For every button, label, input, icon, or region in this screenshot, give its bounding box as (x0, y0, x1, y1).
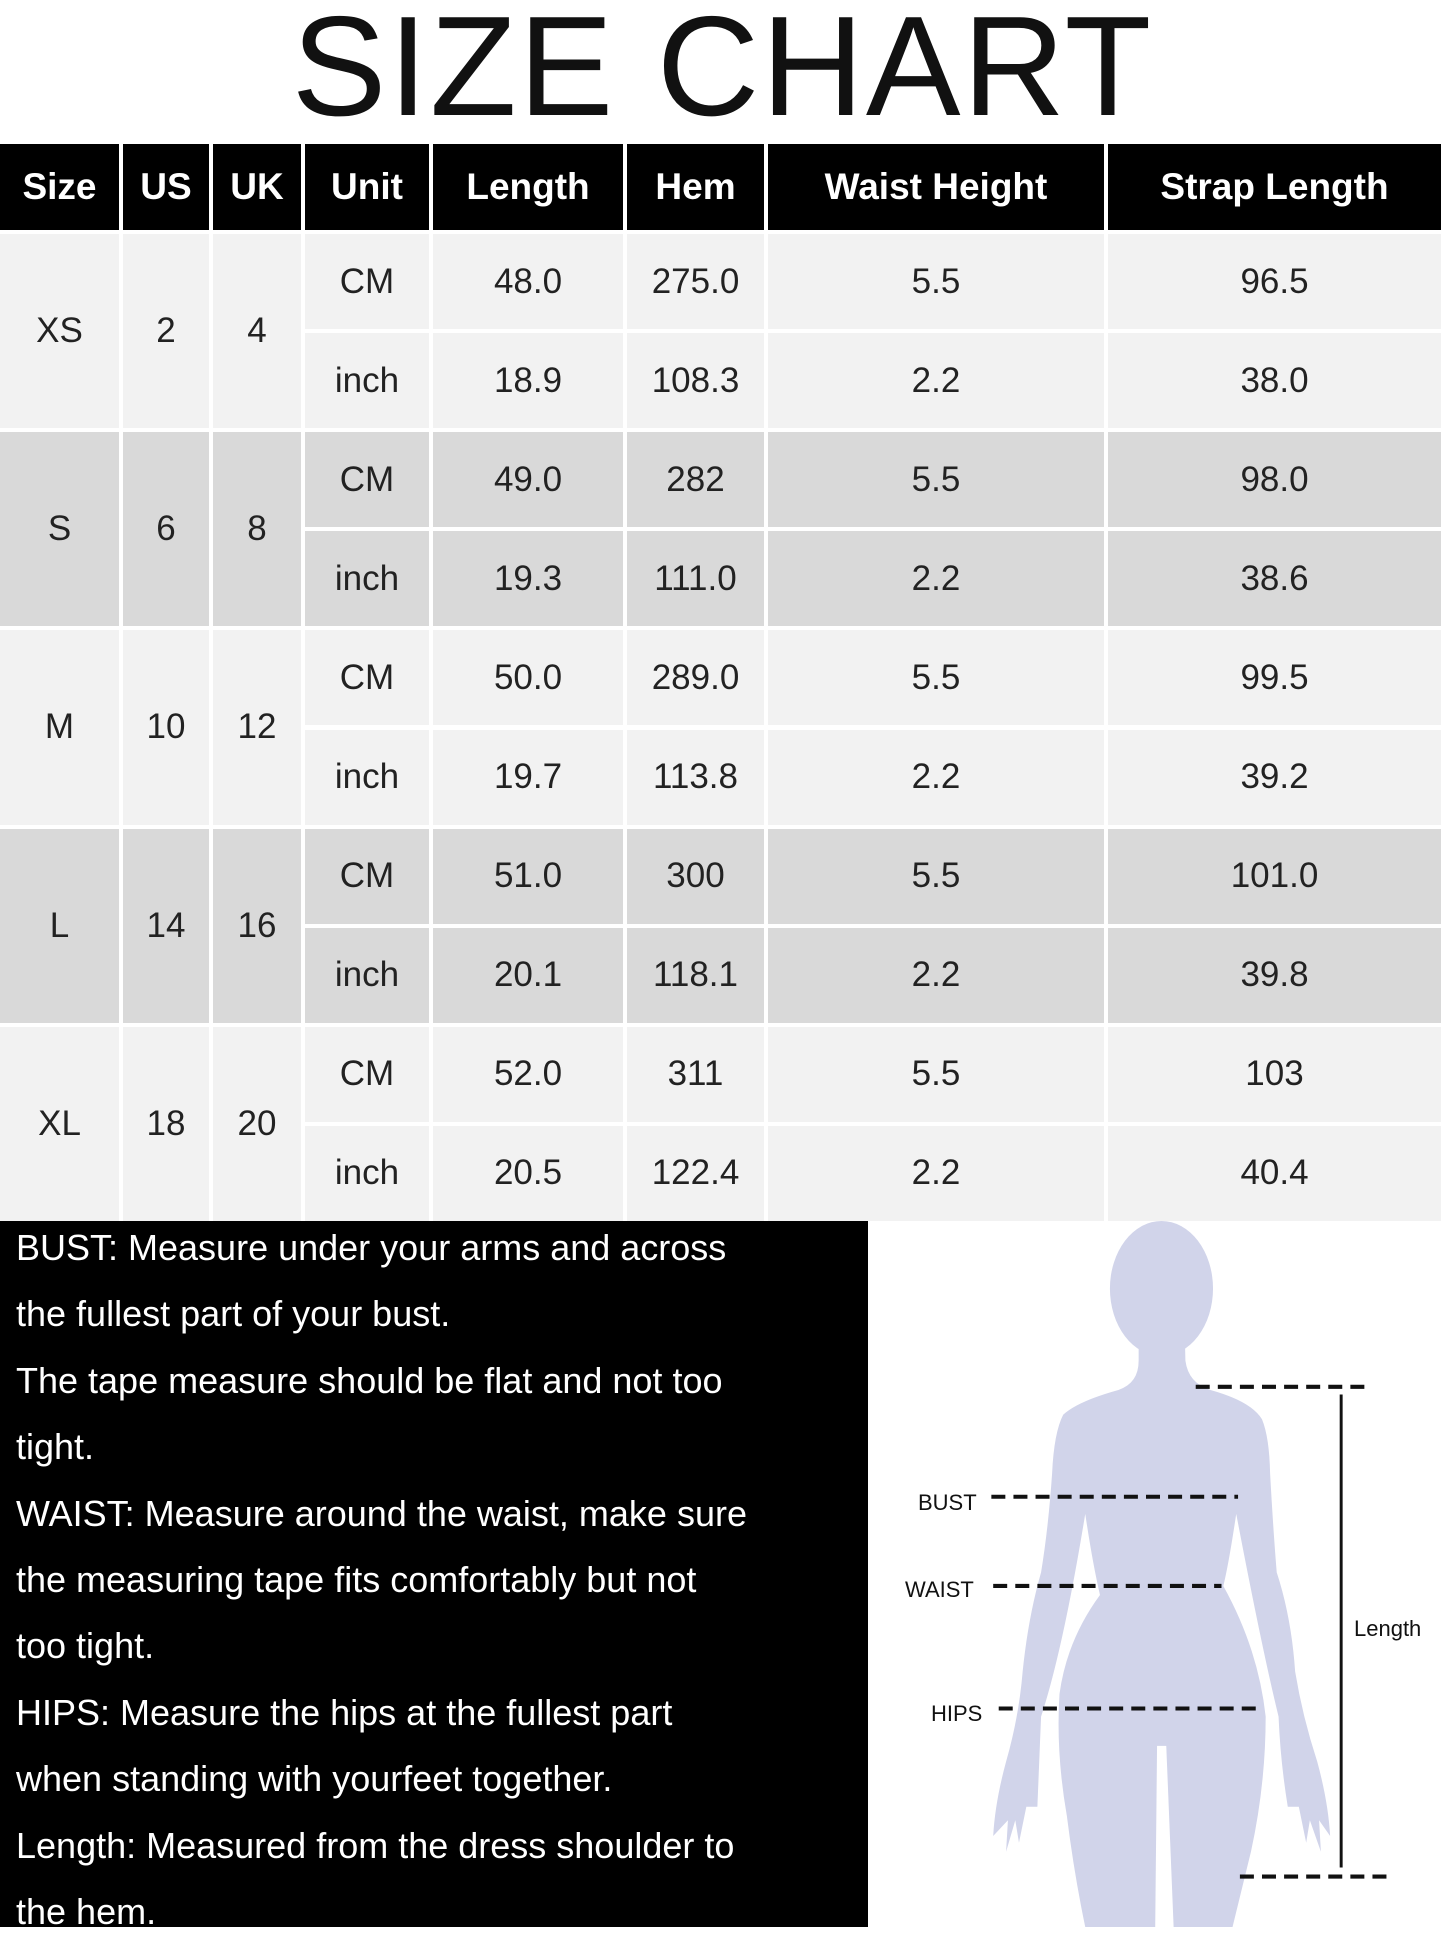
us-cell: 14 (123, 828, 209, 1023)
instruction-line: HIPS: Measure the hips at the fullest pa… (16, 1691, 673, 1733)
hem-cell: 282 (627, 432, 764, 528)
header-waist-height: Waist Height (768, 144, 1104, 230)
length-cell: 48.0 (433, 234, 623, 330)
header-length: Length (433, 144, 623, 230)
hips-label: HIPS (931, 1701, 983, 1726)
waist-height-cell: 5.5 (768, 432, 1104, 528)
size-cell: M (0, 630, 119, 825)
header-us: US (123, 144, 209, 230)
hem-cell: 113.8 (627, 729, 764, 825)
hem-cell: 275.0 (627, 234, 764, 330)
waist-height-cell: 2.2 (768, 333, 1104, 429)
length-cell: 20.1 (433, 927, 623, 1023)
silhouette (993, 1221, 1331, 1927)
waist-height-cell: 5.5 (768, 828, 1104, 924)
instruction-line: tight. (16, 1426, 95, 1468)
waist-height-cell: 5.5 (768, 234, 1104, 330)
waist-height-cell: 5.5 (768, 1026, 1104, 1122)
instruction-line: WAIST: Measure around the waist, make su… (16, 1492, 747, 1534)
header-hem: Hem (627, 144, 764, 230)
instruction-line: The tape measure should be flat and not … (16, 1359, 723, 1401)
length-cell: 18.9 (433, 333, 623, 429)
strap-length-cell: 96.5 (1108, 234, 1441, 330)
instruction-line: when standing with yourfeet together. (16, 1758, 613, 1800)
header-unit: Unit (305, 144, 429, 230)
unit-cell: CM (305, 432, 429, 528)
waist-label: WAIST (905, 1577, 974, 1602)
strap-length-cell: 39.8 (1108, 927, 1441, 1023)
strap-length-cell: 38.6 (1108, 531, 1441, 627)
uk-cell: 12 (213, 630, 301, 825)
instruction-line: too tight. (16, 1625, 155, 1667)
unit-cell: inch (305, 531, 429, 627)
uk-cell: 8 (213, 432, 301, 627)
instruction-line: Length: Measured from the dress shoulder… (16, 1824, 735, 1866)
length-cell: 50.0 (433, 630, 623, 726)
hem-cell: 311 (627, 1026, 764, 1122)
unit-cell: CM (305, 630, 429, 726)
us-cell: 10 (123, 630, 209, 825)
size-cell: XS (0, 234, 119, 429)
strap-length-cell: 101.0 (1108, 828, 1441, 924)
us-cell: 2 (123, 234, 209, 429)
hem-cell: 122.4 (627, 1125, 764, 1221)
header-strap-length: Strap Length (1108, 144, 1441, 230)
size-cell: XL (0, 1026, 119, 1221)
hem-cell: 289.0 (627, 630, 764, 726)
size-cell: L (0, 828, 119, 1023)
header-uk: UK (213, 144, 301, 230)
unit-cell: inch (305, 927, 429, 1023)
strap-length-cell: 103 (1108, 1026, 1441, 1122)
hem-cell: 108.3 (627, 333, 764, 429)
unit-cell: CM (305, 1026, 429, 1122)
instruction-line: the hem. (16, 1891, 157, 1933)
instruction-line: the measuring tape fits comfortably but … (16, 1559, 697, 1601)
header-size: Size (0, 144, 119, 230)
unit-cell: inch (305, 729, 429, 825)
size-cell: S (0, 432, 119, 627)
length-label: Length (1354, 1616, 1422, 1641)
instruction-line: the fullest part of your bust. (16, 1293, 451, 1335)
hem-cell: 300 (627, 828, 764, 924)
us-cell: 6 (123, 432, 209, 627)
strap-length-cell: 99.5 (1108, 630, 1441, 726)
unit-cell: CM (305, 828, 429, 924)
waist-height-cell: 2.2 (768, 927, 1104, 1023)
measurement-instructions: BUST: Measure under your arms and across… (0, 1221, 868, 1932)
strap-length-cell: 40.4 (1108, 1125, 1441, 1221)
waist-height-cell: 2.2 (768, 729, 1104, 825)
uk-cell: 16 (213, 828, 301, 1023)
length-cell: 19.7 (433, 729, 623, 825)
unit-cell: inch (305, 1125, 429, 1221)
unit-cell: CM (305, 234, 429, 330)
length-cell: 52.0 (433, 1026, 623, 1122)
waist-height-cell: 2.2 (768, 531, 1104, 627)
page-title: SIZE CHART (291, 0, 1154, 146)
unit-cell: inch (305, 333, 429, 429)
strap-length-cell: 98.0 (1108, 432, 1441, 528)
uk-cell: 20 (213, 1026, 301, 1221)
waist-height-cell: 2.2 (768, 1125, 1104, 1221)
length-cell: 19.3 (433, 531, 623, 627)
strap-length-cell: 39.2 (1108, 729, 1441, 825)
hem-cell: 111.0 (627, 531, 764, 627)
uk-cell: 4 (213, 234, 301, 429)
us-cell: 18 (123, 1026, 209, 1221)
strap-length-cell: 38.0 (1108, 333, 1441, 429)
length-cell: 51.0 (433, 828, 623, 924)
length-cell: 20.5 (433, 1125, 623, 1221)
body-measurement-figure: BUST WAIST HIPS Length (868, 1221, 1445, 1927)
bust-label: BUST (918, 1490, 977, 1515)
instruction-line: BUST: Measure under your arms and across (16, 1227, 727, 1268)
waist-height-cell: 5.5 (768, 630, 1104, 726)
body-silhouette-illustration (991, 1221, 1390, 1927)
hem-cell: 118.1 (627, 927, 764, 1023)
length-cell: 49.0 (433, 432, 623, 528)
